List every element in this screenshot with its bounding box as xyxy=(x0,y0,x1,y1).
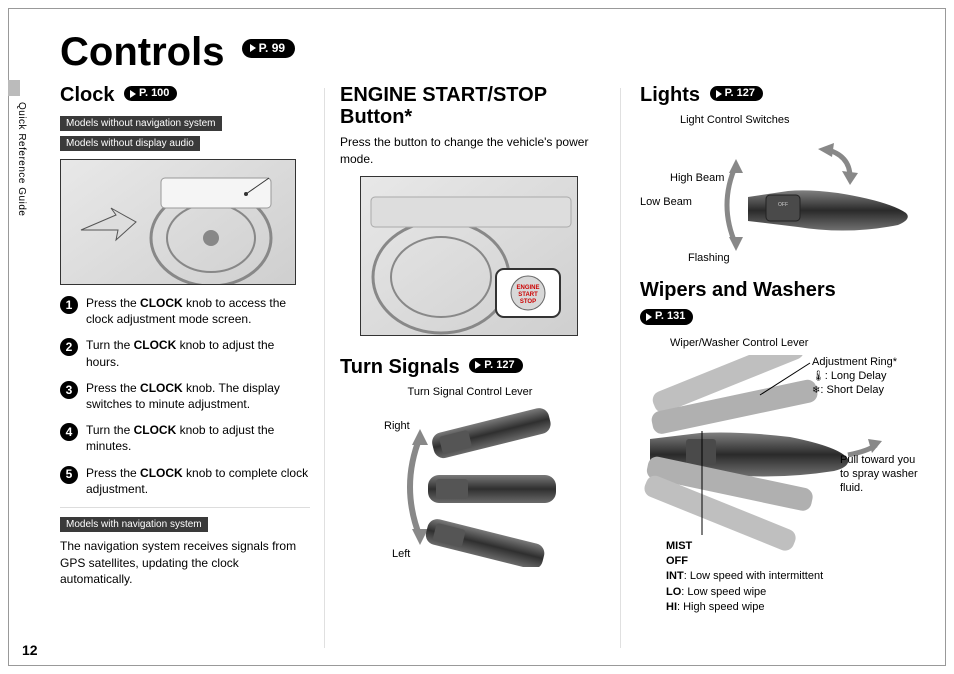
adj-ring-label: Adjustment Ring* 🌡: Long Delay ❄: Short … xyxy=(812,355,912,398)
hi-desc: : High speed wipe xyxy=(677,601,764,613)
clock-step-2: 2 Turn the CLOCK knob to adjust the hour… xyxy=(60,337,310,369)
lights-page-ref: P. 127 xyxy=(710,86,763,101)
lights-heading-text: Lights xyxy=(640,84,700,106)
high-beam-label: High Beam xyxy=(670,171,724,185)
wipers-page-ref: P. 131 xyxy=(640,309,693,324)
step-num-icon: 3 xyxy=(60,381,78,399)
lights-illustration: OFF High Beam Low Beam Flashing xyxy=(640,135,920,275)
side-label: Quick Reference Guide xyxy=(16,102,27,216)
badge-no-nav: Models without navigation system xyxy=(60,116,222,131)
step-num-icon: 5 xyxy=(60,466,78,484)
turn-signals-heading-text: Turn Signals xyxy=(340,356,460,378)
lights-caption: Light Control Switches xyxy=(680,113,920,127)
clock-step-5: 5 Press the CLOCK knob to complete clock… xyxy=(60,465,310,497)
badge-no-display: Models without display audio xyxy=(60,136,200,151)
low-beam-label: Low Beam xyxy=(640,195,692,209)
clock-nav-text: The navigation system receives signals f… xyxy=(60,538,310,588)
clock-steps: 1 Press the CLOCK knob to access the clo… xyxy=(60,295,310,497)
clock-step-1: 1 Press the CLOCK knob to access the clo… xyxy=(60,295,310,327)
title-text: Controls xyxy=(60,30,224,74)
svg-text:STOP: STOP xyxy=(520,299,536,305)
clock-heading-text: Clock xyxy=(60,84,114,106)
int-desc: : Low speed with intermittent xyxy=(684,570,823,582)
column-divider-1 xyxy=(324,88,325,648)
short-delay-text: : Short Delay xyxy=(820,384,884,396)
lights-heading: Lights P. 127 xyxy=(640,84,920,107)
engine-desc: Press the button to change the vehicle's… xyxy=(340,134,600,168)
hi-label: HI xyxy=(666,601,677,613)
turn-signal-illustration: Right Left xyxy=(340,407,600,567)
step-text: Press the CLOCK knob. The display switch… xyxy=(86,380,310,412)
side-tab xyxy=(8,80,20,96)
step-text: Press the CLOCK knob to access the clock… xyxy=(86,295,310,327)
clock-page-ref: P. 100 xyxy=(124,86,177,101)
engine-illustration: ENGINE START STOP xyxy=(360,176,578,336)
clock-illustration xyxy=(60,159,296,285)
lo-desc: : Low speed wipe xyxy=(681,586,766,598)
step-num-icon: 4 xyxy=(60,423,78,441)
step-text: Press the CLOCK knob to complete clock a… xyxy=(86,465,310,497)
wipers-heading: Wipers and Washers xyxy=(640,279,920,302)
turn-signal-caption: Turn Signal Control Lever xyxy=(340,385,600,399)
svg-text:START: START xyxy=(518,292,538,298)
turn-left-label: Left xyxy=(392,547,410,561)
badge-with-nav: Models with navigation system xyxy=(60,517,208,532)
wipers-caption: Wiper/Washer Control Lever xyxy=(670,336,920,350)
lo-label: LO xyxy=(666,586,681,598)
clock-step-3: 3 Press the CLOCK knob. The display swit… xyxy=(60,380,310,412)
int-label: INT xyxy=(666,570,684,582)
title-page-ref: P. 99 xyxy=(242,39,295,57)
pull-toward-label: Pull toward you to spray washer fluid. xyxy=(840,453,918,496)
turn-right-label: Right xyxy=(384,419,410,433)
page-title: Controls P. 99 xyxy=(60,30,295,75)
wipers-illustration: Adjustment Ring* 🌡: Long Delay ❄: Short … xyxy=(640,355,920,555)
step-num-icon: 1 xyxy=(60,296,78,314)
clock-step-4: 4 Turn the CLOCK knob to adjust the minu… xyxy=(60,422,310,454)
svg-text:OFF: OFF xyxy=(778,202,788,208)
engine-turn-column: ENGINE START/STOP Button* Press the butt… xyxy=(340,84,600,567)
engine-heading: ENGINE START/STOP Button* xyxy=(340,84,600,128)
turn-signals-heading: Turn Signals P. 127 xyxy=(340,356,600,379)
adj-ring-text: Adjustment Ring* xyxy=(812,356,897,368)
column-divider-2 xyxy=(620,88,621,648)
flashing-label: Flashing xyxy=(688,251,730,265)
long-delay-text: : Long Delay xyxy=(825,370,887,382)
lights-wipers-column: Lights P. 127 Light Control Switches OFF xyxy=(640,84,920,616)
step-num-icon: 2 xyxy=(60,338,78,356)
step-text: Turn the CLOCK knob to adjust the minute… xyxy=(86,422,310,454)
off-label: OFF xyxy=(666,555,688,567)
turn-signals-page-ref: P. 127 xyxy=(469,358,522,373)
clock-badges: Models without navigation system Models … xyxy=(60,113,310,153)
clock-heading: Clock P. 100 xyxy=(60,84,310,107)
svg-text:ENGINE: ENGINE xyxy=(516,285,539,291)
page-number: 12 xyxy=(22,642,38,658)
step-text: Turn the CLOCK knob to adjust the hours. xyxy=(86,337,310,369)
clock-column: Clock P. 100 Models without navigation s… xyxy=(60,84,310,594)
